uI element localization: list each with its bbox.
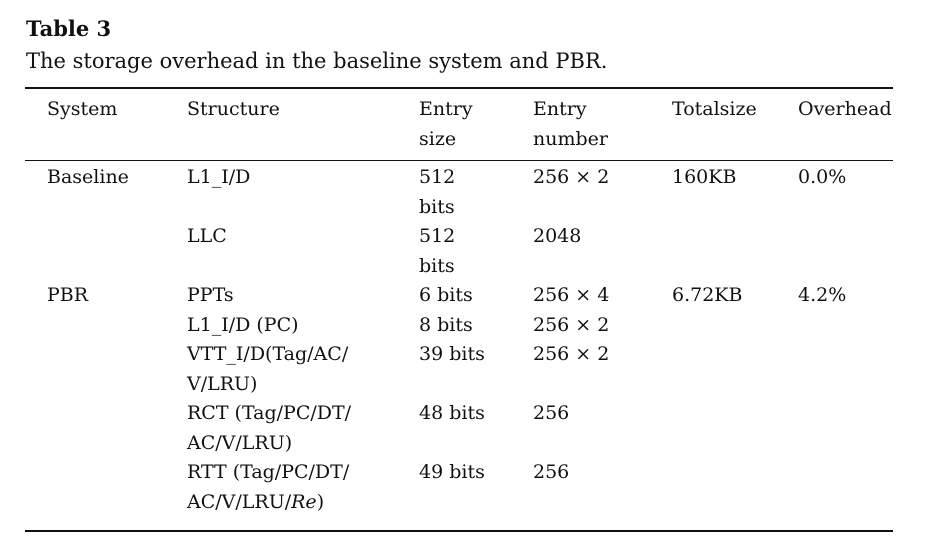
header-system: System (47, 98, 118, 120)
cell-entry-size: 39 bits (419, 343, 485, 365)
cell-entry-number: 256 (533, 461, 570, 483)
cell-overhead (798, 458, 893, 517)
table-row: PBR PPTs 6 bits 256 × 4 6.72KB 4.2% (25, 281, 893, 311)
header-entry-number: Entry number (533, 98, 608, 150)
cell-overhead (798, 222, 893, 281)
cell-totalsize: 6.72KB (672, 284, 743, 306)
header-overhead: Overhead (798, 98, 892, 120)
cell-entry-number: 256 (533, 402, 570, 424)
cell-system (25, 458, 187, 517)
storage-overhead-table: System Structure Entry size Entry number… (25, 95, 893, 517)
cell-entry-size: 48 bits (419, 402, 485, 424)
header-row: System Structure Entry size Entry number… (25, 95, 893, 155)
cell-structure: RCT (Tag/PC/DT/ AC/V/LRU) (187, 402, 352, 454)
table-row: LLC 512 bits 2048 (25, 222, 893, 281)
table-label: Table 3 (26, 16, 112, 41)
cell-entry-size: 49 bits (419, 461, 485, 483)
table-row: Baseline L1_I/D 512 bits 256 × 2 160KB 0… (25, 163, 893, 222)
cell-totalsize (672, 311, 798, 341)
cell-entry-size: 6 bits (419, 284, 473, 306)
bottom-rule (25, 530, 893, 532)
table-caption: The storage overhead in the baseline sys… (26, 49, 608, 73)
cell-entry-size: 8 bits (419, 313, 473, 336)
cell-totalsize: 160KB (672, 166, 737, 188)
cell-system (25, 311, 187, 341)
cell-entry-number: 2048 (533, 225, 582, 247)
table-row: VTT_I/D(Tag/AC/ V/LRU) 39 bits 256 × 2 (25, 340, 893, 399)
header-entry-size: Entry size (419, 98, 473, 150)
cell-system (25, 399, 187, 458)
table-row: RCT (Tag/PC/DT/ AC/V/LRU) 48 bits 256 (25, 399, 893, 458)
cell-system: PBR (47, 284, 89, 306)
cell-entry-size: 512 bits (419, 225, 456, 277)
header-rule (25, 160, 893, 161)
structure-italic-text: Re (291, 490, 317, 513)
structure-text: RTT (Tag/PC/DT/ AC/V/LRU/ (187, 461, 350, 513)
top-rule (25, 87, 893, 89)
cell-totalsize (672, 222, 798, 281)
cell-structure: PPTs (187, 284, 234, 306)
cell-totalsize (672, 458, 798, 517)
cell-entry-number: 256 × 2 (533, 166, 610, 188)
cell-structure: RTT (Tag/PC/DT/ AC/V/LRU/Re) (187, 458, 419, 517)
header-structure: Structure (187, 98, 280, 120)
cell-system (25, 340, 187, 399)
cell-structure: L1_I/D (187, 166, 251, 188)
structure-text-suffix: ) (316, 490, 325, 513)
cell-overhead (798, 399, 893, 458)
cell-entry-size: 512 bits (419, 166, 456, 218)
cell-structure: L1_I/D (PC) (187, 313, 299, 336)
table-row: RTT (Tag/PC/DT/ AC/V/LRU/Re) 49 bits 256 (25, 458, 893, 517)
cell-totalsize (672, 340, 798, 399)
cell-structure: LLC (187, 225, 227, 247)
cell-totalsize (672, 399, 798, 458)
cell-overhead (798, 340, 893, 399)
cell-system: Baseline (47, 166, 129, 188)
header-totalsize: Totalsize (672, 98, 757, 120)
cell-overhead: 4.2% (798, 284, 847, 306)
table-row: L1_I/D (PC) 8 bits 256 × 2 (25, 311, 893, 341)
cell-structure: VTT_I/D(Tag/AC/ V/LRU) (187, 343, 349, 395)
cell-entry-number: 256 × 2 (533, 343, 610, 365)
cell-system (25, 222, 187, 281)
cell-overhead (798, 311, 893, 341)
cell-entry-number: 256 × 4 (533, 284, 610, 306)
cell-entry-number: 256 × 2 (533, 313, 610, 336)
cell-overhead: 0.0% (798, 166, 847, 188)
